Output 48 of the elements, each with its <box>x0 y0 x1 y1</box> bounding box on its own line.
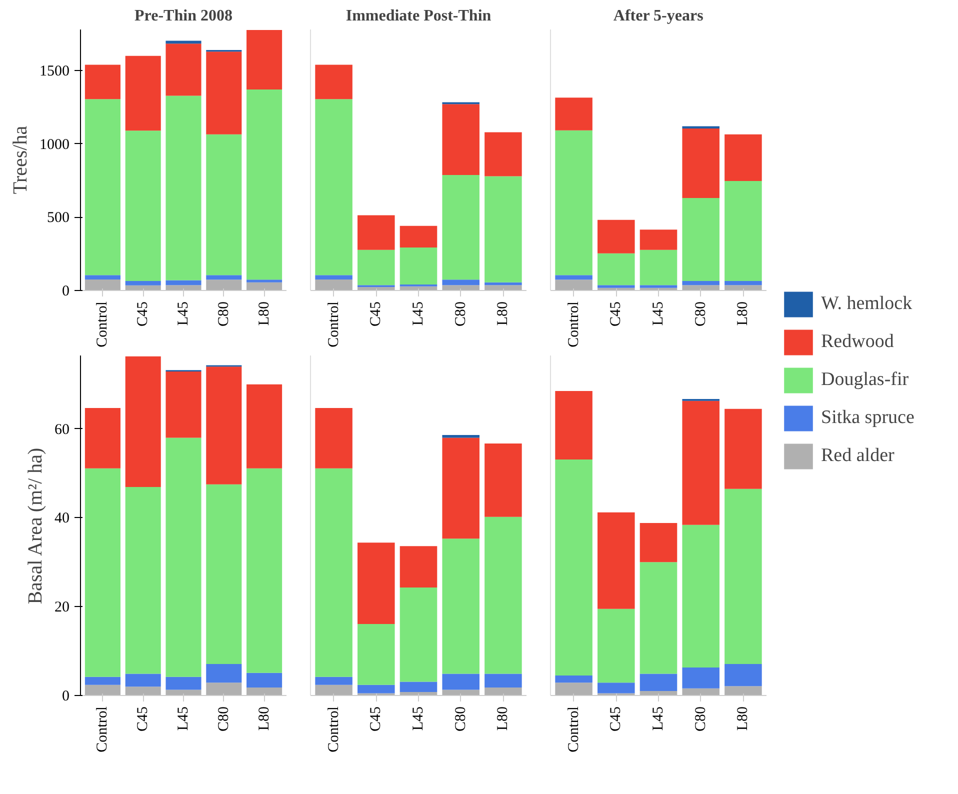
y-tick-label: 1500 <box>40 64 70 80</box>
x-tick-label: Control <box>566 706 582 752</box>
x-tick-label: L80 <box>495 706 512 731</box>
y-tick-label: 40 <box>54 510 70 527</box>
legend-label: Douglas-fir <box>821 369 909 391</box>
x-tick-label: Control <box>94 706 111 752</box>
legend-label: Redwood <box>821 331 894 353</box>
legend-label: Sitka spruce <box>821 407 914 429</box>
x-tick-label: L45 <box>176 706 192 731</box>
x-tick-label: L80 <box>495 301 512 326</box>
x-tick-label: L45 <box>410 706 426 731</box>
x-tick-label: L80 <box>256 301 272 326</box>
x-tick-label: Control <box>326 706 342 752</box>
x-tick-label: Control <box>566 301 582 348</box>
y-tick-label: 1000 <box>40 136 70 153</box>
x-tick-label: C80 <box>452 706 469 732</box>
x-tick-label: L80 <box>256 706 272 731</box>
x-tick-label: C45 <box>135 301 152 327</box>
x-tick-label: C80 <box>216 706 232 732</box>
x-tick-label: C45 <box>368 301 384 327</box>
x-tick-label: Control <box>326 301 342 348</box>
chart-title: Immediate Post-Thin <box>346 8 492 24</box>
x-tick-label: C80 <box>452 301 469 327</box>
y-axis-title: Trees/ha <box>10 126 32 194</box>
legend-label: W. hemlock <box>821 293 912 315</box>
x-tick-label: C45 <box>368 706 384 732</box>
x-tick-label: C80 <box>692 706 709 732</box>
x-tick-label: C80 <box>216 301 232 327</box>
x-tick-label: L80 <box>735 301 752 326</box>
y-tick-label: 0 <box>62 284 70 300</box>
y-tick-label: 0 <box>62 688 70 704</box>
x-tick-label: C45 <box>135 706 152 732</box>
x-tick-label: L45 <box>410 301 426 326</box>
y-tick-label: 500 <box>47 210 70 226</box>
chart-title: Pre-Thin 2008 <box>134 8 232 24</box>
x-tick-label: L45 <box>176 301 192 326</box>
y-tick-label: 60 <box>54 422 70 438</box>
y-tick-label: 20 <box>54 600 70 616</box>
x-tick-label: L45 <box>650 706 666 731</box>
x-tick-label: C45 <box>608 301 624 327</box>
x-tick-label: C80 <box>692 301 709 327</box>
legend-label: Red alder <box>821 445 894 467</box>
x-tick-label: Control <box>94 301 111 348</box>
x-tick-label: L80 <box>735 706 752 731</box>
x-tick-label: L45 <box>650 301 666 326</box>
chart-title: After 5-years <box>613 8 704 24</box>
y-axis-title: Basal Area (m²/ ha) <box>24 448 46 604</box>
x-tick-label: C45 <box>608 706 624 732</box>
